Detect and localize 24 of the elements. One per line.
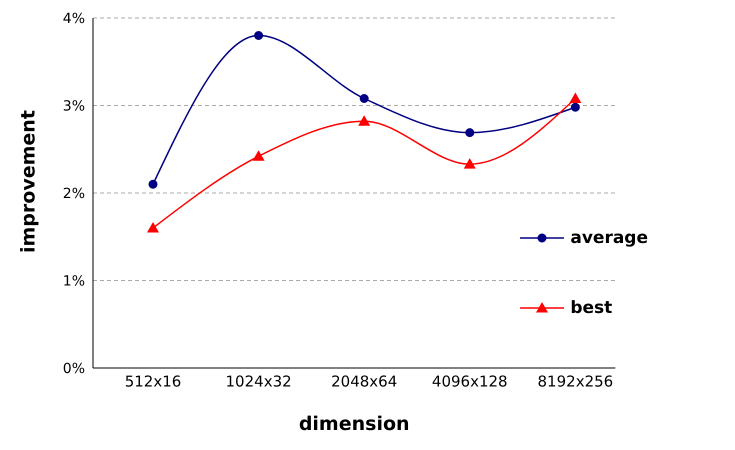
- x-tick-label: 512x16: [124, 372, 182, 391]
- x-tick-label: 2048x64: [331, 372, 398, 391]
- point: [464, 158, 476, 169]
- point: [465, 128, 474, 138]
- point: [570, 102, 580, 112]
- y-tick-label: 2%: [62, 186, 85, 202]
- point: [254, 31, 264, 40]
- legend-label: best: [570, 298, 612, 318]
- point: [358, 115, 370, 126]
- point: [148, 180, 158, 189]
- point: [147, 222, 159, 232]
- y-tick-label: 4%: [62, 10, 85, 27]
- y-tick-label: 0%: [62, 360, 85, 377]
- x-tick-label: 8192x256: [538, 372, 614, 391]
- legend-label: average: [570, 228, 648, 248]
- y-axis-title: improvement: [18, 110, 40, 253]
- y-tick-label: 1%: [62, 273, 85, 290]
- point: [360, 94, 369, 103]
- x-tick-label: 1024x32: [226, 372, 292, 391]
- point: [569, 92, 582, 103]
- point: [252, 150, 265, 161]
- x-tick-label: 4096x128: [432, 372, 508, 391]
- x-axis-title: dimension: [298, 413, 410, 435]
- y-tick-label: 3%: [62, 98, 85, 114]
